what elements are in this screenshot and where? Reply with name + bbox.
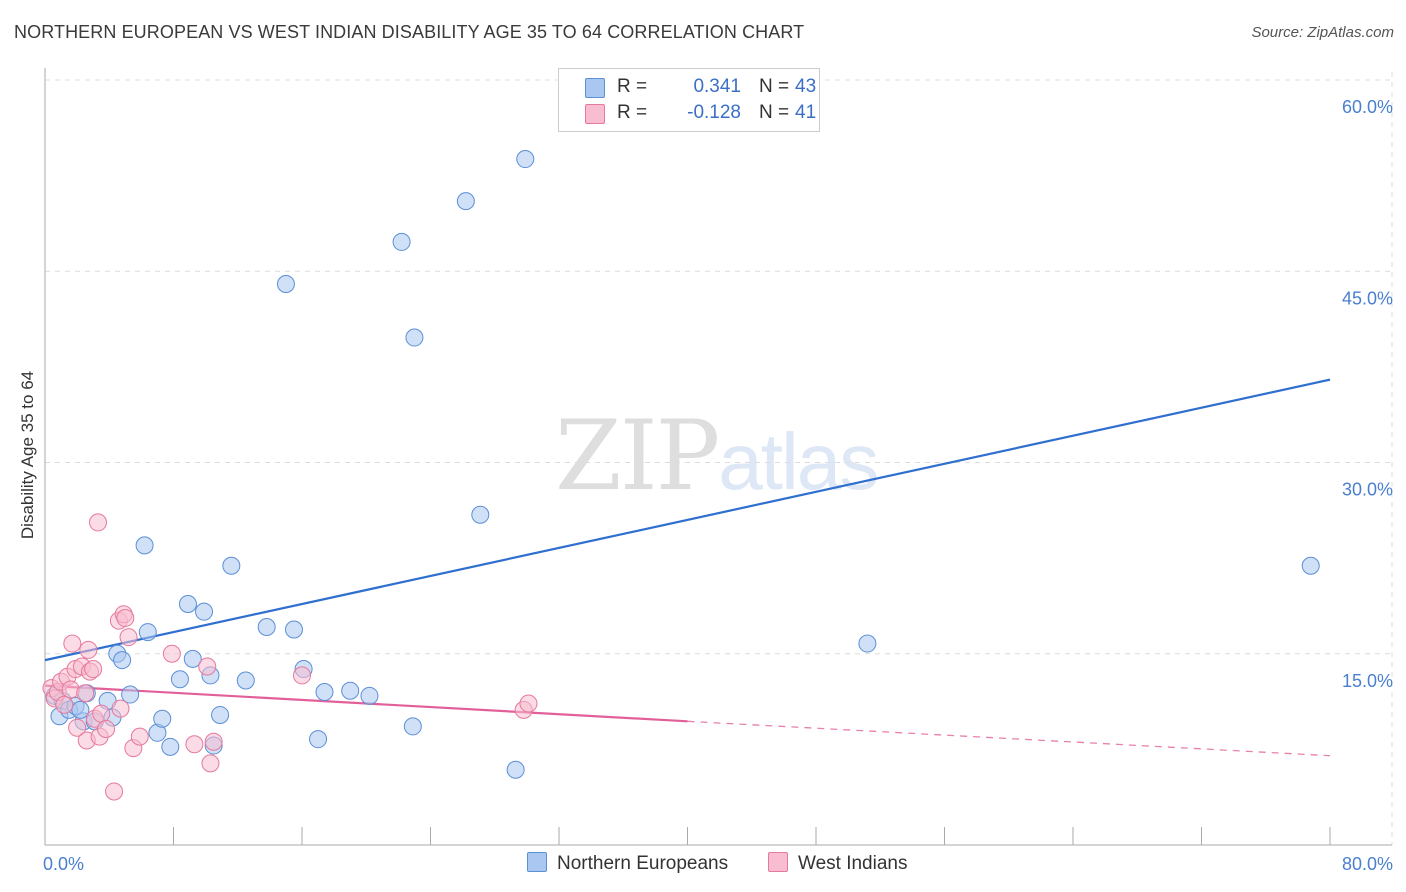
point-northern-europeans	[516, 150, 535, 169]
point-northern-europeans	[135, 536, 154, 555]
trend-extension-west-indians	[687, 720, 1331, 757]
point-west-indians	[116, 609, 135, 628]
legend-r-label: R =	[617, 76, 648, 97]
y-tick-label: 30.0%	[1342, 480, 1393, 500]
point-northern-europeans	[211, 705, 230, 724]
y-tick-label: 45.0%	[1342, 288, 1393, 308]
point-west-indians	[119, 628, 138, 647]
x-tick-label: 80.0%	[1342, 854, 1393, 874]
point-west-indians	[162, 644, 181, 663]
point-west-indians	[185, 735, 204, 754]
point-northern-europeans	[178, 595, 197, 614]
trend-line-northern-europeans	[44, 378, 1331, 662]
point-west-indians	[79, 640, 98, 659]
point-northern-europeans	[360, 686, 379, 705]
series-legend-northern-europeans: Northern Europeans	[527, 852, 728, 875]
point-west-indians	[198, 657, 217, 676]
point-northern-europeans	[456, 192, 475, 211]
tick-labels: 15.0% 30.0% 45.0% 60.0% 0.0% 80.0%	[43, 97, 1393, 874]
source-label: Source: ZipAtlas.com	[1251, 24, 1394, 41]
point-northern-europeans	[71, 700, 90, 719]
watermark-atlas: atlas	[718, 417, 879, 506]
point-west-indians	[55, 695, 74, 714]
point-west-indians	[204, 732, 223, 751]
grid-lines	[45, 72, 1393, 845]
data-points	[42, 150, 1320, 801]
point-northern-europeans	[138, 623, 157, 642]
point-west-indians	[63, 634, 82, 653]
point-west-indians	[111, 699, 130, 718]
point-northern-europeans	[284, 620, 303, 639]
series-swatch-west-indians	[768, 852, 788, 872]
point-northern-europeans	[153, 709, 172, 728]
watermark: ZIPatlas	[555, 400, 879, 512]
point-west-indians	[293, 666, 311, 685]
point-west-indians	[105, 782, 124, 801]
point-northern-europeans	[1301, 556, 1320, 575]
axes	[44, 68, 1392, 846]
legend-swatch-west-indians	[585, 104, 605, 124]
legend-r-value: 0.341	[693, 76, 741, 97]
point-northern-europeans	[315, 683, 334, 701]
correlation-legend: R = 0.341 N = 43 R = -0.128 N = 41	[558, 68, 820, 132]
point-northern-europeans	[161, 737, 180, 756]
point-west-indians	[130, 727, 149, 746]
point-west-indians	[68, 718, 87, 737]
point-northern-europeans	[276, 275, 295, 293]
point-west-indians	[76, 684, 95, 703]
point-northern-europeans	[858, 634, 877, 653]
point-west-indians	[92, 704, 111, 723]
point-west-indians	[89, 513, 108, 532]
series-legend-west-indians: West Indians	[768, 852, 907, 875]
point-northern-europeans	[121, 685, 140, 704]
point-northern-europeans	[183, 649, 202, 668]
point-west-indians	[97, 719, 116, 738]
y-tick-label: 60.0%	[1342, 97, 1393, 117]
point-northern-europeans	[341, 681, 360, 700]
point-northern-europeans	[113, 651, 132, 670]
point-northern-europeans	[392, 232, 411, 251]
series-name: West Indians	[798, 853, 908, 874]
point-northern-europeans	[403, 717, 422, 736]
legend-n-label: N =	[759, 102, 790, 123]
point-northern-europeans	[405, 328, 424, 347]
legend-n-label: N =	[759, 76, 790, 97]
point-west-indians	[519, 694, 538, 713]
point-northern-europeans	[195, 602, 214, 621]
point-northern-europeans	[506, 760, 525, 779]
point-northern-europeans	[257, 617, 276, 636]
chart-title: NORTHERN EUROPEAN VS WEST INDIAN DISABIL…	[14, 22, 805, 42]
legend-r-value: -0.128	[687, 102, 741, 123]
point-northern-europeans	[471, 505, 490, 524]
y-tick-label: 15.0%	[1342, 671, 1393, 691]
point-northern-europeans	[236, 671, 255, 690]
watermark-zip: ZIP	[555, 400, 720, 512]
series-name: Northern Europeans	[557, 853, 729, 874]
point-west-indians	[201, 754, 220, 773]
legend-n-value: 43	[795, 76, 817, 97]
point-northern-europeans	[309, 730, 328, 749]
x-tick-label: 0.0%	[43, 854, 84, 874]
legend-n-value: 41	[795, 102, 817, 123]
series-swatch-northern-europeans	[527, 852, 547, 872]
point-west-indians	[84, 660, 103, 679]
point-northern-europeans	[170, 670, 189, 689]
legend-swatch-northern-europeans	[585, 78, 605, 98]
legend-r-label: R =	[617, 102, 648, 123]
point-northern-europeans	[222, 556, 241, 575]
